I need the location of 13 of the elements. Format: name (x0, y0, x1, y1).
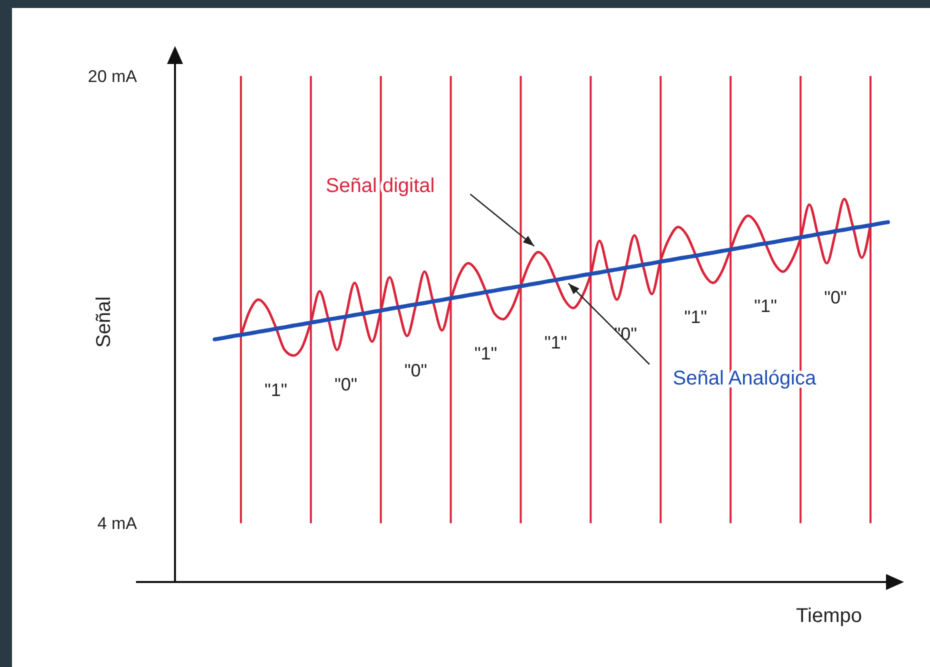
text: Señal digital (326, 175, 435, 198)
annotation: "0" (334, 374, 358, 394)
annotation: "1" (544, 332, 568, 352)
annotation: "1" (264, 380, 288, 400)
annotation: "0" (824, 288, 847, 308)
annotation: "0" (404, 360, 428, 380)
y-tick-label: 20 mA (88, 66, 138, 86)
y-axis-title: Señal (93, 296, 115, 348)
annotation: "1" (684, 307, 708, 328)
annotation: "1" (754, 296, 777, 316)
annotation: "1" (474, 344, 498, 364)
y-tick-label: 4 mA (97, 514, 138, 534)
x-axis-title: Tiempo (796, 605, 862, 627)
